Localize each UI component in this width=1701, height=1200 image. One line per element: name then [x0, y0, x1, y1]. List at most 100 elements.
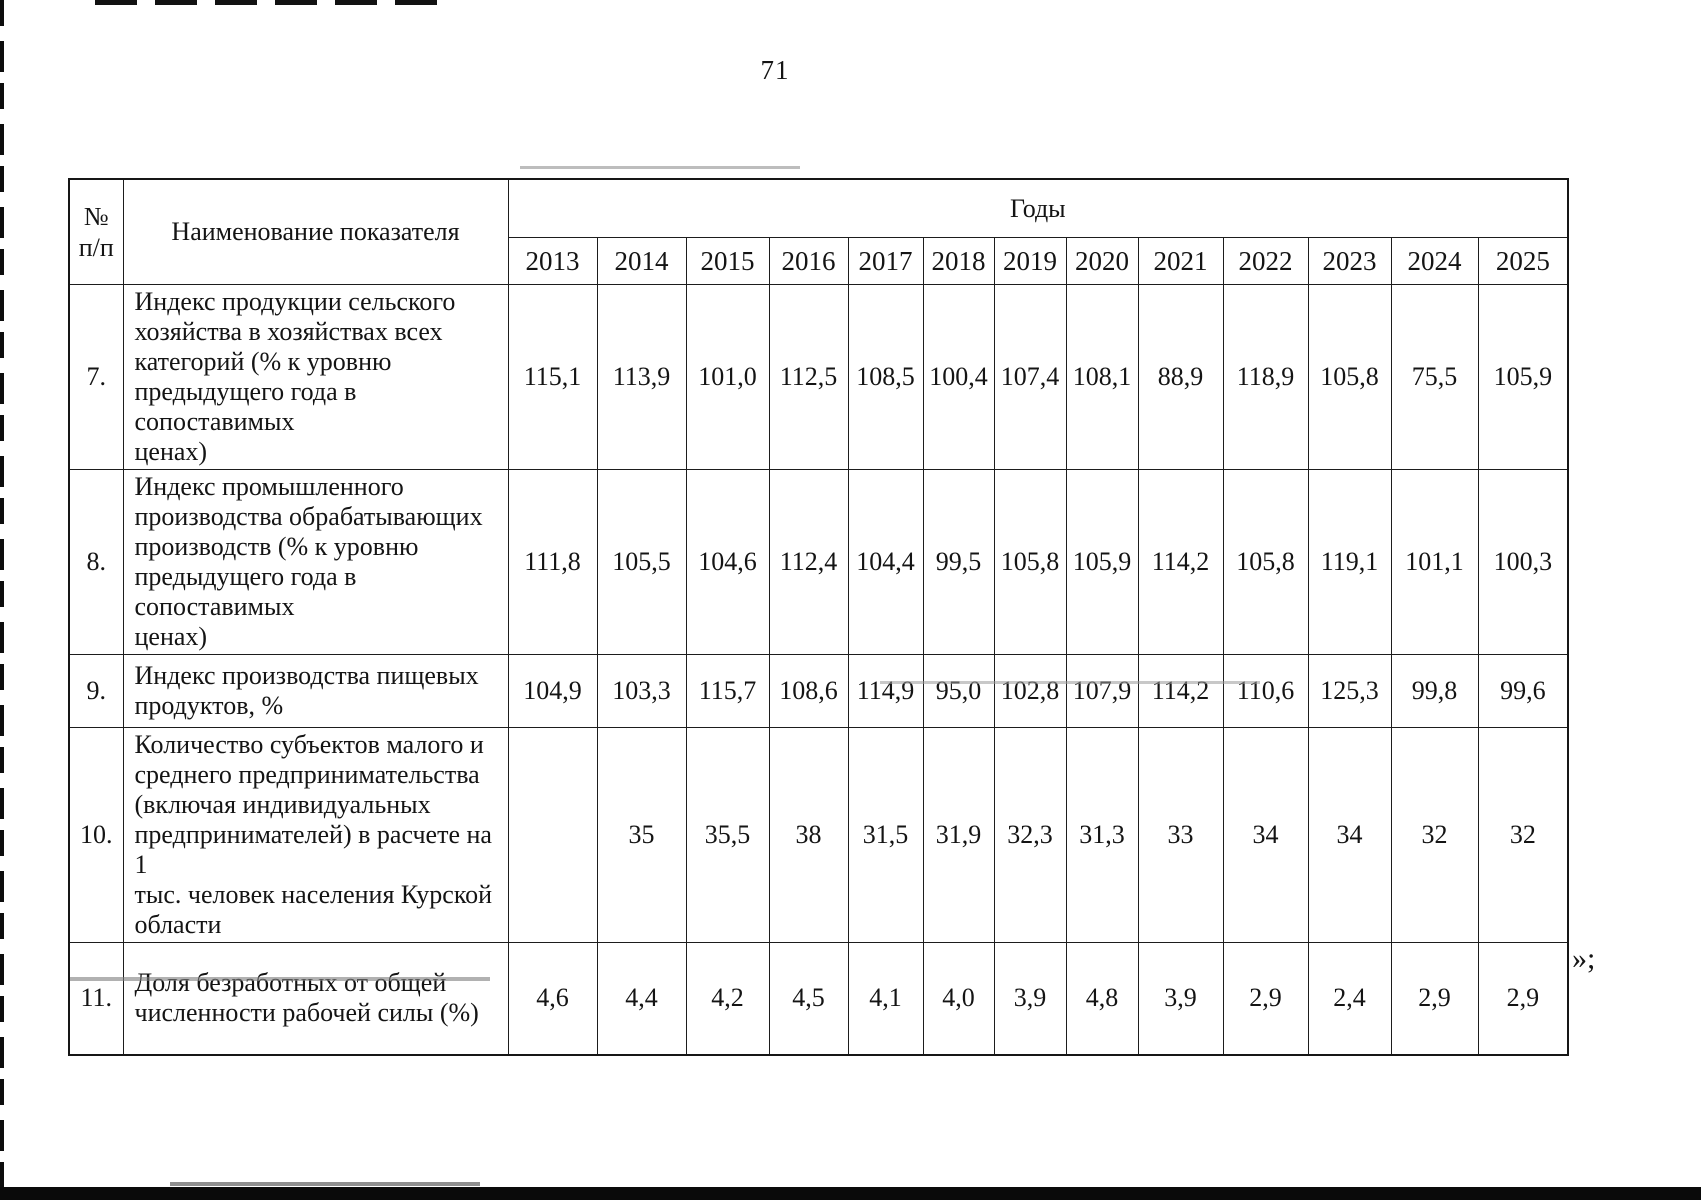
value-2013: 104,9: [507, 654, 598, 728]
table-row: 10. Количество субъектов малого и среднег…: [68, 727, 1569, 943]
value-2017: 104,4: [847, 469, 924, 655]
value-2022: 34: [1222, 727, 1309, 943]
header-number-col: № п/п: [68, 178, 124, 285]
value-2022: 110,6: [1222, 654, 1309, 728]
value-2016: 112,4: [768, 469, 849, 655]
value-2016: 108,6: [768, 654, 849, 728]
value-2021: 88,9: [1137, 284, 1224, 470]
value-2025: 100,3: [1477, 469, 1569, 655]
table-row: 7. Индекс продукции сельского хозяйства в…: [68, 284, 1569, 470]
value-2024: 101,1: [1390, 469, 1479, 655]
indicator-name: Количество субъектов малого и среднего п…: [122, 727, 509, 943]
value-2024: 2,9: [1390, 942, 1479, 1055]
scan-artifact-left-edge: [0, 0, 4, 1200]
value-2014: 4,4: [596, 942, 687, 1055]
scan-artifact-smudge: [70, 977, 490, 981]
value-2013: [507, 727, 598, 943]
year-header-2018: 2018: [922, 237, 995, 285]
scan-artifact-bottom-edge: [0, 1187, 1701, 1200]
value-2019: 102,8: [993, 654, 1067, 728]
year-header-2022: 2022: [1222, 237, 1309, 285]
value-2021: 114,2: [1137, 469, 1224, 655]
value-2019: 3,9: [993, 942, 1067, 1055]
value-2025: 32: [1477, 727, 1569, 943]
value-2021: 114,2: [1137, 654, 1224, 728]
header-row-top: № п/п Наименование показателя Годы: [68, 178, 1569, 285]
value-2018: 31,9: [922, 727, 995, 943]
value-2023: 2,4: [1307, 942, 1392, 1055]
row-number: 10.: [68, 727, 124, 943]
value-2020: 107,9: [1065, 654, 1139, 728]
value-2015: 4,2: [685, 942, 770, 1055]
value-2025: 99,6: [1477, 654, 1569, 728]
value-2015: 104,6: [685, 469, 770, 655]
value-2018: 4,0: [922, 942, 995, 1055]
value-2022: 2,9: [1222, 942, 1309, 1055]
value-2019: 107,4: [993, 284, 1067, 470]
year-header-2016: 2016: [768, 237, 849, 285]
value-2023: 105,8: [1307, 284, 1392, 470]
value-2013: 111,8: [507, 469, 598, 655]
year-header-2024: 2024: [1390, 237, 1479, 285]
value-2017: 114,9: [847, 654, 924, 728]
year-header-2015: 2015: [685, 237, 770, 285]
value-2014: 103,3: [596, 654, 687, 728]
row-number: 11.: [68, 942, 124, 1055]
value-2017: 4,1: [847, 942, 924, 1055]
value-2017: 31,5: [847, 727, 924, 943]
year-header-2017: 2017: [847, 237, 924, 285]
value-2017: 108,5: [847, 284, 924, 470]
value-2024: 32: [1390, 727, 1479, 943]
value-2013: 115,1: [507, 284, 598, 470]
scan-artifact-smudge: [880, 681, 1260, 684]
closing-quote-mark: »;: [1572, 942, 1596, 975]
indicator-name: Доля безработных от общей численности ра…: [122, 942, 509, 1055]
value-2023: 119,1: [1307, 469, 1392, 655]
year-header-2023: 2023: [1307, 237, 1392, 285]
year-header-2025: 2025: [1477, 237, 1569, 285]
indicator-name: Индекс промышленного производства обраба…: [122, 469, 509, 655]
year-header-2013: 2013: [507, 237, 598, 285]
row-number: 8.: [68, 469, 124, 655]
value-2019: 32,3: [993, 727, 1067, 943]
value-2014: 105,5: [596, 469, 687, 655]
value-2022: 105,8: [1222, 469, 1309, 655]
row-number: 7.: [68, 284, 124, 470]
value-2023: 125,3: [1307, 654, 1392, 728]
value-2023: 34: [1307, 727, 1392, 943]
indicators-table: № п/п Наименование показателя Годы 2013 2…: [68, 178, 1570, 1056]
indicator-name: Индекс продукции сельского хозяйства в х…: [122, 284, 509, 470]
scan-artifact-top-edge: [95, 0, 455, 5]
value-2025: 2,9: [1477, 942, 1569, 1055]
scan-artifact-smudge: [520, 166, 800, 169]
table-row: 8. Индекс промышленного производства обра…: [68, 469, 1569, 655]
value-2022: 118,9: [1222, 284, 1309, 470]
row-number: 9.: [68, 654, 124, 728]
value-2021: 33: [1137, 727, 1224, 943]
header-years-group: Годы: [507, 178, 1569, 238]
year-header-2021: 2021: [1137, 237, 1224, 285]
value-2015: 35,5: [685, 727, 770, 943]
value-2020: 108,1: [1065, 284, 1139, 470]
value-2015: 115,7: [685, 654, 770, 728]
value-2024: 99,8: [1390, 654, 1479, 728]
table-row: 11. Доля безработных от общей численности…: [68, 942, 1569, 1055]
indicator-name: Индекс производства пищевых продуктов, %: [122, 654, 509, 728]
value-2019: 105,8: [993, 469, 1067, 655]
value-2024: 75,5: [1390, 284, 1479, 470]
year-header-2020: 2020: [1065, 237, 1139, 285]
value-2013: 4,6: [507, 942, 598, 1055]
value-2020: 105,9: [1065, 469, 1139, 655]
value-2016: 4,5: [768, 942, 849, 1055]
table-header: № п/п Наименование показателя Годы 2013 2…: [68, 178, 1569, 285]
value-2015: 101,0: [685, 284, 770, 470]
value-2025: 105,9: [1477, 284, 1569, 470]
table-row: 9. Индекс производства пищевых продуктов,…: [68, 654, 1569, 728]
year-header-2019: 2019: [993, 237, 1067, 285]
value-2018: 99,5: [922, 469, 995, 655]
table-body: 7. Индекс продукции сельского хозяйства в…: [68, 284, 1569, 1055]
value-2020: 31,3: [1065, 727, 1139, 943]
value-2021: 3,9: [1137, 942, 1224, 1055]
scan-artifact-bottom-smudge: [170, 1182, 480, 1186]
